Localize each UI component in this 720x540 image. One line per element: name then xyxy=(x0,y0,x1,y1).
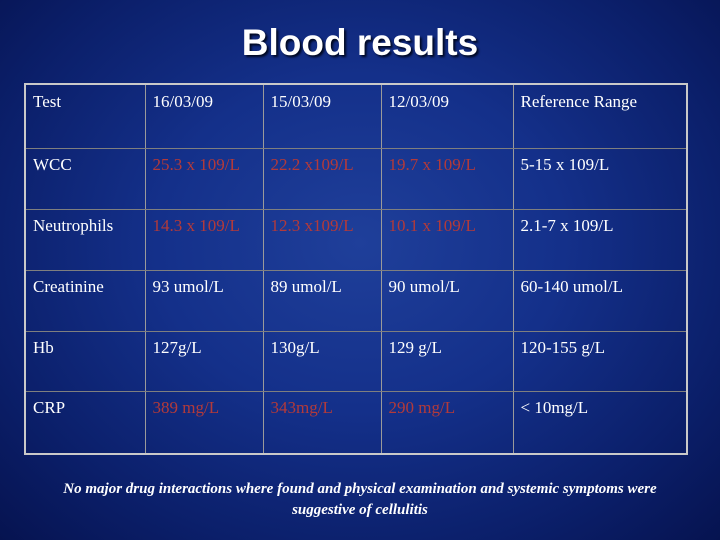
result-cell: 343mg/L xyxy=(262,391,382,455)
result-cell: 19.7 x 109/L xyxy=(380,147,514,210)
result-cell: 93 umol/L xyxy=(144,269,264,332)
reference-range-cell: 5-15 x 109/L xyxy=(512,147,688,210)
table-row-hb: Hb 127g/L 130g/L 129 g/L 120-155 g/L xyxy=(24,330,688,393)
header-date-16-03-09: 16/03/09 xyxy=(144,83,264,149)
table-row-crp: CRP 389 mg/L 343mg/L 290 mg/L < 10mg/L xyxy=(24,391,688,455)
result-cell: 10.1 x 109/L xyxy=(380,208,514,271)
test-name-cell: Hb xyxy=(24,330,146,393)
result-cell: 12.3 x109/L xyxy=(262,208,382,271)
header-date-15-03-09: 15/03/09 xyxy=(262,83,382,149)
reference-range-cell: < 10mg/L xyxy=(512,391,688,455)
blood-results-table: Test 16/03/09 15/03/09 12/03/09 Referenc… xyxy=(24,83,688,455)
test-name-cell: CRP xyxy=(24,391,146,455)
reference-range-cell: 120-155 g/L xyxy=(512,330,688,393)
slide-title: Blood results xyxy=(241,22,479,63)
reference-range-cell: 60-140 umol/L xyxy=(512,269,688,332)
table-row-creatinine: Creatinine 93 umol/L 89 umol/L 90 umol/L… xyxy=(24,269,688,332)
table-header-row: Test 16/03/09 15/03/09 12/03/09 Referenc… xyxy=(24,83,688,149)
result-cell: 389 mg/L xyxy=(144,391,264,455)
reference-range-cell: 2.1-7 x 109/L xyxy=(512,208,688,271)
result-cell: 290 mg/L xyxy=(380,391,514,455)
result-cell: 25.3 x 109/L xyxy=(144,147,264,210)
header-test: Test xyxy=(24,83,146,149)
test-name-cell: Neutrophils xyxy=(24,208,146,271)
table-row-wcc: WCC 25.3 x 109/L 22.2 x109/L 19.7 x 109/… xyxy=(24,147,688,210)
header-reference-range: Reference Range xyxy=(512,83,688,149)
result-cell: 130g/L xyxy=(262,330,382,393)
table-row-neutrophils: Neutrophils 14.3 x 109/L 12.3 x109/L 10.… xyxy=(24,208,688,271)
result-cell: 89 umol/L xyxy=(262,269,382,332)
result-cell: 14.3 x 109/L xyxy=(144,208,264,271)
test-name-cell: Creatinine xyxy=(24,269,146,332)
header-date-12-03-09: 12/03/09 xyxy=(380,83,514,149)
test-name-cell: WCC xyxy=(24,147,146,210)
result-cell: 129 g/L xyxy=(380,330,514,393)
result-cell: 90 umol/L xyxy=(380,269,514,332)
clinical-footnote: No major drug interactions where found a… xyxy=(63,481,657,518)
result-cell: 22.2 x109/L xyxy=(262,147,382,210)
result-cell: 127g/L xyxy=(144,330,264,393)
